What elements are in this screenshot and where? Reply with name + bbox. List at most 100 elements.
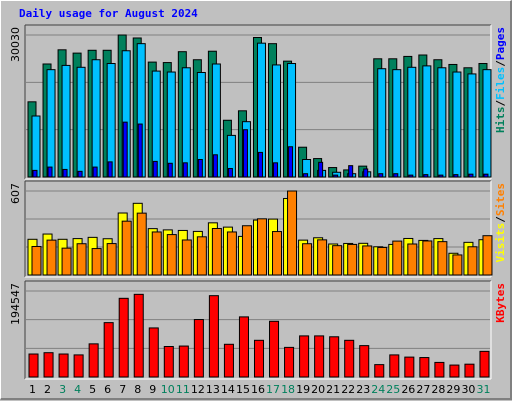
x-tick-label-day-28: 28: [431, 383, 445, 396]
bar-pages-day-25: [393, 173, 399, 178]
bar-sites-day-6: [106, 243, 117, 276]
bar-kbytes-day-24: [374, 364, 385, 378]
x-tick-label-day-8: 8: [134, 383, 141, 396]
bar-sites-day-14: [226, 231, 237, 276]
bar-pages-day-8: [137, 123, 143, 178]
bar-files-day-25: [392, 69, 402, 178]
bar-pages-day-17: [273, 162, 279, 178]
x-tick-label-day-20: 20: [311, 383, 325, 396]
x-tick-label-day-1: 1: [29, 383, 36, 396]
bar-pages-day-4: [77, 170, 83, 178]
x-tick-label-day-26: 26: [401, 383, 415, 396]
bar-sites-day-5: [91, 248, 102, 276]
x-tick-label-day-14: 14: [221, 383, 235, 396]
bar-sites-day-22: [347, 243, 358, 276]
bar-kbytes-day-15: [238, 316, 249, 378]
bar-kbytes-day-1: [28, 353, 39, 378]
legend-files: Files: [494, 67, 507, 100]
bar-sites-day-29: [452, 254, 463, 276]
bar-kbytes-day-29: [449, 364, 460, 378]
bar-files-day-3: [61, 64, 71, 178]
bar-kbytes-day-14: [223, 343, 234, 378]
bar-pages-day-9: [152, 160, 158, 178]
bar-pages-day-6: [107, 161, 113, 178]
bar-kbytes-day-11: [178, 345, 189, 378]
bar-pages-day-13: [212, 154, 218, 178]
bar-pages-day-15: [242, 129, 248, 178]
bar-files-day-11: [181, 67, 191, 178]
bar-kbytes-day-28: [434, 361, 445, 378]
bar-sites-day-7: [121, 220, 132, 276]
bar-pages-day-20: [318, 161, 324, 178]
bar-files-day-17: [272, 64, 282, 178]
bar-kbytes-day-6: [103, 322, 114, 378]
bar-kbytes-day-21: [329, 336, 340, 378]
bar-kbytes-day-8: [133, 293, 144, 378]
legend-visits: Visits: [494, 223, 507, 263]
bar-files-day-10: [166, 71, 176, 178]
bar-kbytes-day-30: [464, 363, 475, 378]
legend-pages: Pages: [494, 27, 507, 60]
bar-files-day-30: [467, 73, 477, 178]
bar-pages-day-14: [227, 167, 233, 178]
bar-kbytes-day-12: [193, 319, 204, 378]
bar-sites-day-3: [61, 247, 72, 276]
bar-sites-day-12: [196, 236, 207, 276]
bar-sites-day-17: [272, 231, 283, 276]
bar-pages-day-23: [363, 168, 369, 178]
x-tick-label-day-23: 23: [356, 383, 370, 396]
panel-1-legend: Hits/Files/Pages: [494, 27, 507, 133]
bar-pages-day-7: [122, 121, 128, 178]
bar-sites-day-10: [166, 234, 177, 276]
bar-sites-day-23: [362, 245, 373, 276]
bar-kbytes-day-16: [253, 339, 265, 378]
bar-pages-day-2: [47, 166, 53, 178]
x-tick-label-day-22: 22: [341, 383, 355, 396]
x-tick-label-day-17: 17: [266, 383, 280, 396]
bar-pages-day-19: [303, 173, 309, 178]
bar-kbytes-day-2: [43, 352, 54, 378]
bar-files-day-29: [452, 71, 462, 178]
bar-sites-day-8: [136, 212, 147, 276]
bar-pages-day-29: [453, 174, 459, 178]
bar-pages-day-22: [348, 165, 354, 178]
bar-pages-day-5: [92, 166, 98, 178]
x-tick-label-day-15: 15: [236, 383, 250, 396]
bar-files-day-1: [31, 115, 41, 178]
legend-sites: Sites: [494, 183, 507, 216]
x-tick-label-day-10: 10: [161, 383, 175, 396]
x-tick-label-day-5: 5: [89, 383, 96, 396]
x-tick-label-day-21: 21: [326, 383, 340, 396]
bar-kbytes-day-27: [419, 357, 430, 378]
bar-sites-day-16: [256, 218, 267, 276]
bar-pages-day-24: [378, 173, 384, 178]
bar-sites-day-13: [211, 228, 222, 276]
bar-sites-day-18: [287, 190, 298, 276]
bar-sites-day-30: [467, 246, 478, 276]
x-tick-label-day-29: 29: [446, 383, 460, 396]
bar-pages-day-21: [333, 174, 339, 178]
x-tick-label-day-13: 13: [206, 383, 220, 396]
bar-files-day-5: [91, 59, 101, 178]
bar-files-day-24: [377, 68, 387, 178]
bar-sites-day-11: [181, 239, 192, 276]
bar-kbytes-day-20: [314, 335, 325, 378]
x-tick-label-day-12: 12: [191, 383, 205, 396]
bar-kbytes-day-4: [73, 354, 84, 378]
bar-files-day-4: [76, 66, 86, 178]
x-tick-label-day-4: 4: [74, 383, 81, 396]
y-axis-max-label: 30030: [9, 27, 22, 62]
bar-files-day-26: [407, 66, 417, 178]
bar-kbytes-day-7: [118, 297, 129, 378]
bar-sites-day-31: [482, 235, 493, 276]
x-tick-label-day-19: 19: [296, 383, 310, 396]
legend-separator: /: [494, 60, 507, 67]
bar-kbytes-day-9: [148, 327, 159, 378]
x-tick-label-day-18: 18: [281, 383, 295, 396]
y-axis-max-label: 607: [9, 183, 22, 204]
bar-files-day-27: [422, 65, 432, 178]
bar-sites-day-25: [392, 240, 403, 276]
bar-pages-day-16: [257, 151, 263, 178]
